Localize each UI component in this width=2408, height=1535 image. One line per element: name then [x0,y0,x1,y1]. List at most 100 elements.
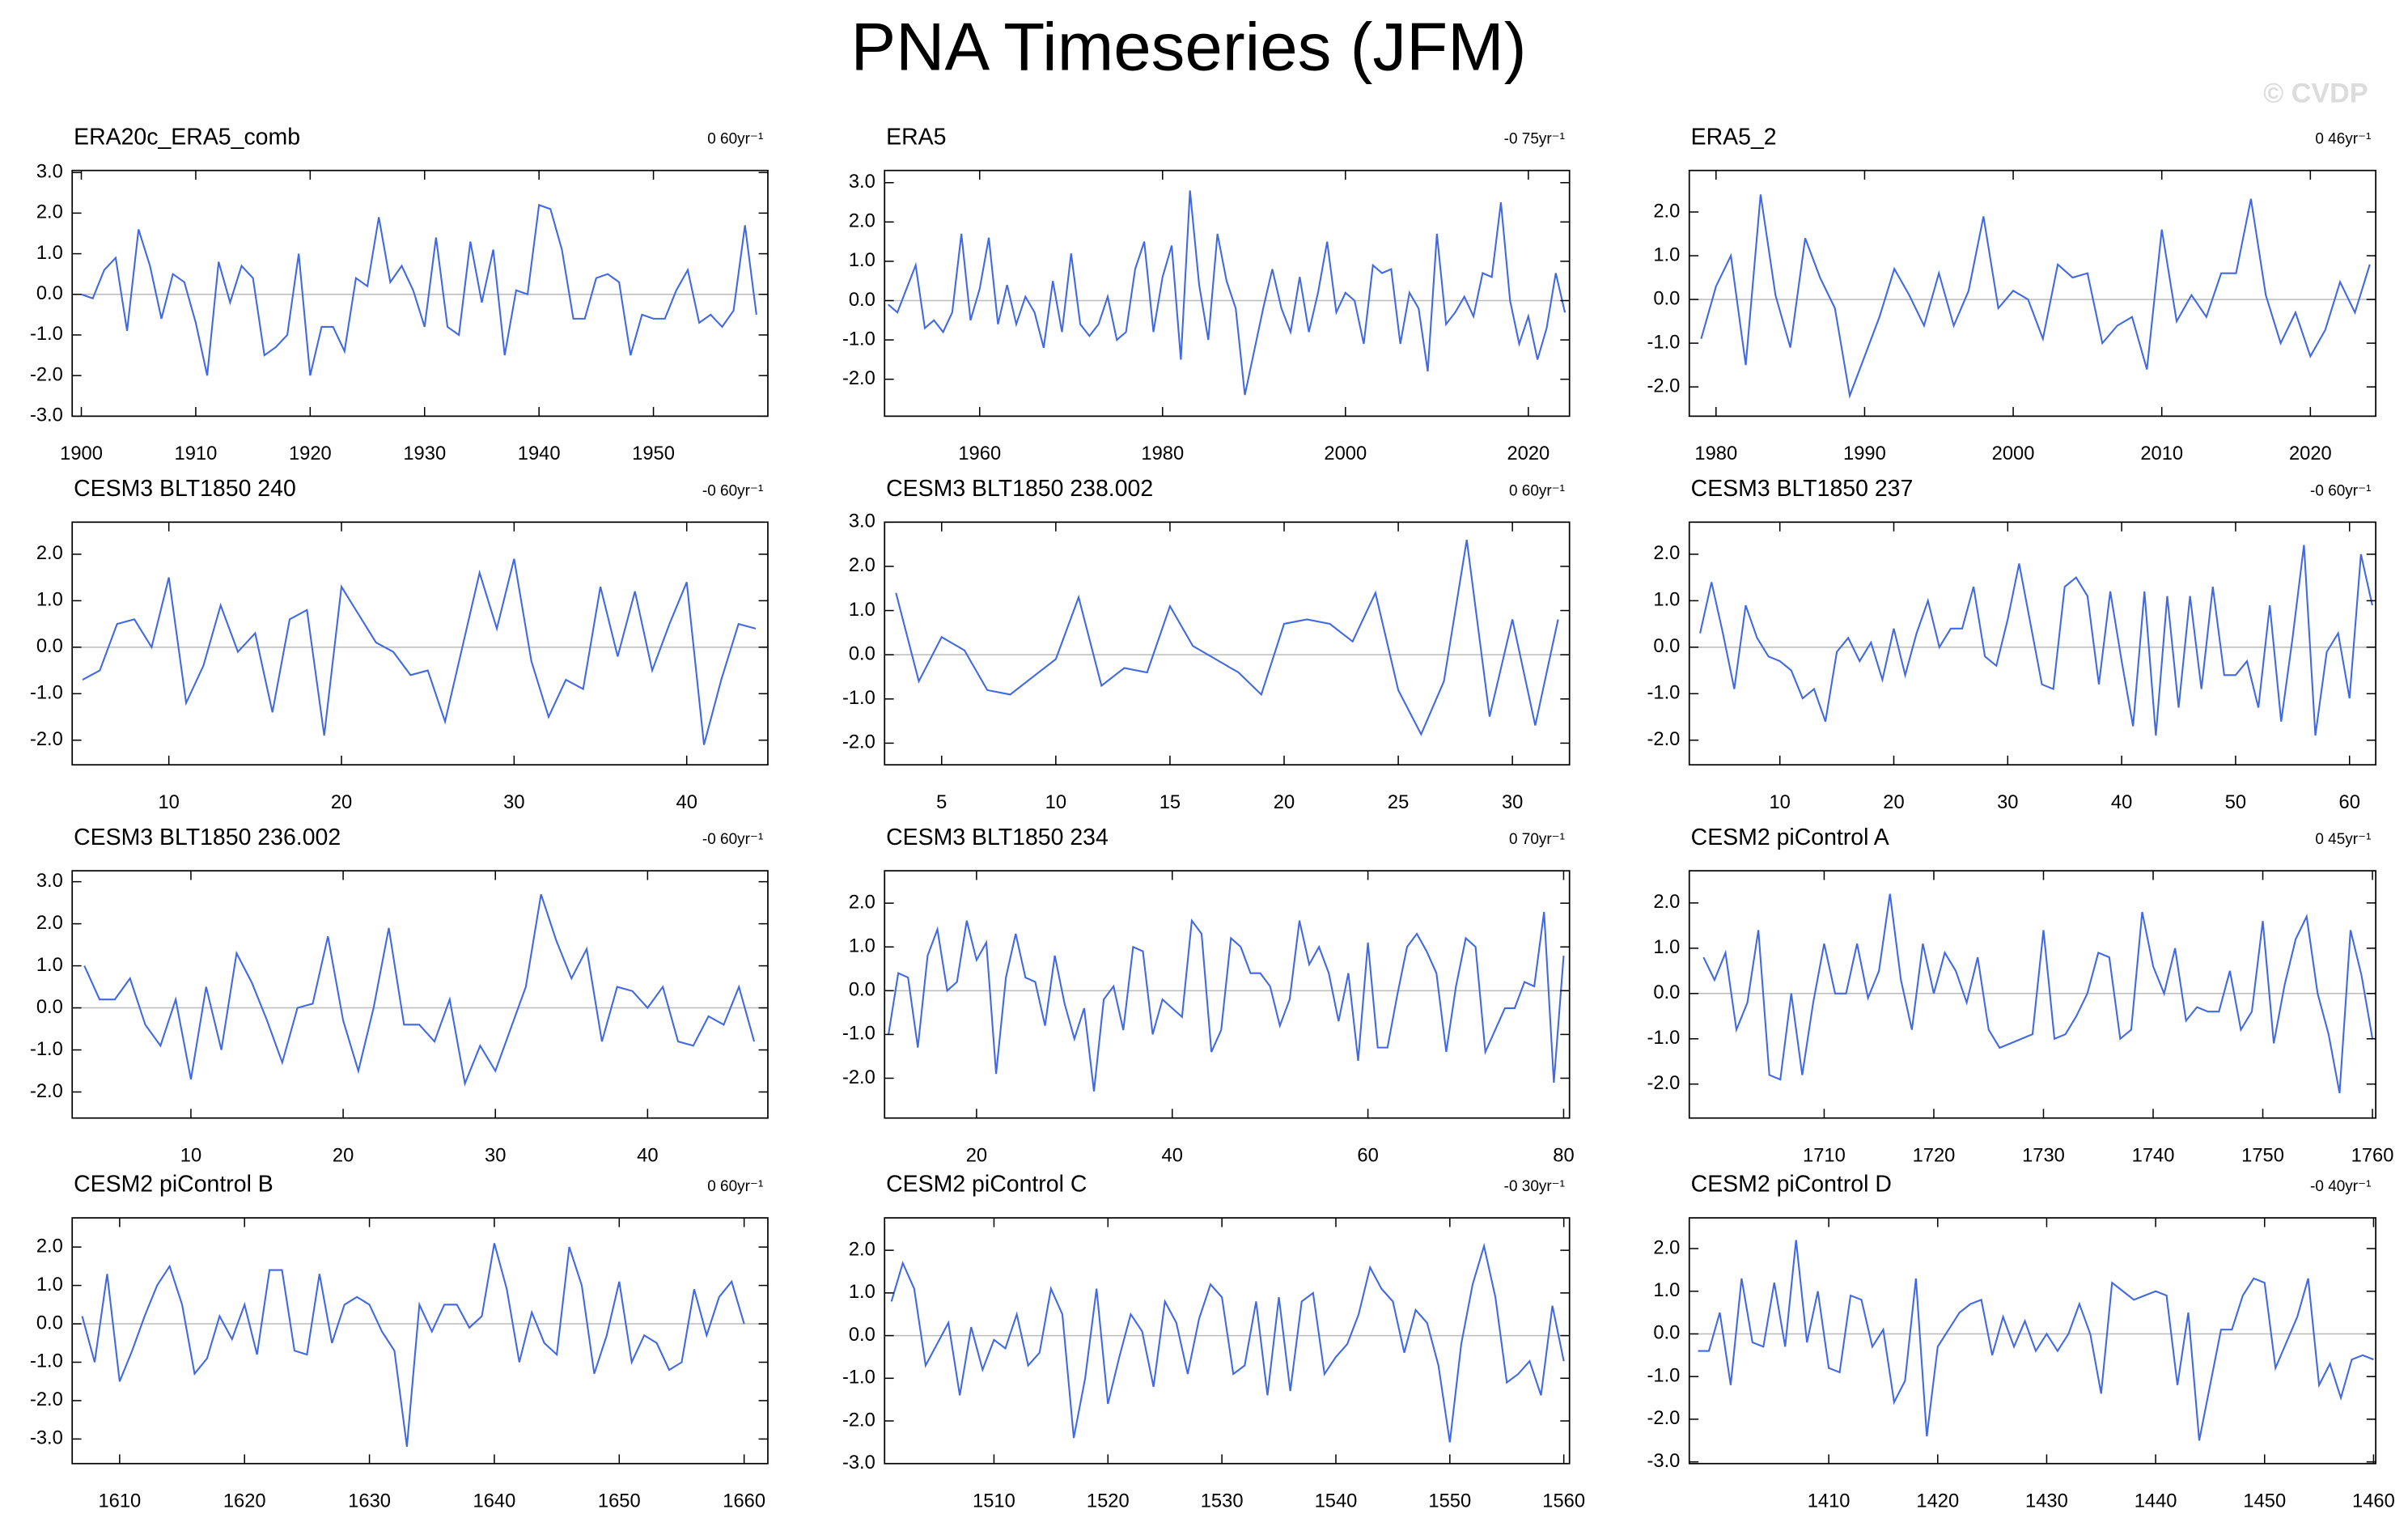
plot-frame [71,870,769,1119]
y-tick-label: 1.0 [849,936,875,957]
plot-frame [71,521,769,766]
panel-title: CESM3 BLT1850 237 [1691,476,1914,502]
x-tick-label: 1710 [1803,1145,1846,1166]
y-tick-label: -1.0 [842,1024,875,1045]
trend-label: 0 60yr⁻¹ [707,1178,763,1195]
y-tick-label: 1.0 [849,1282,875,1303]
y-tick-label: 2.0 [36,202,63,223]
x-tick-label: 1410 [1808,1490,1851,1512]
plot-frame [1688,521,2376,766]
x-tick-label: 40 [1162,1145,1183,1166]
x-tick-label: 30 [503,792,524,813]
panel-title: CESM3 BLT1850 234 [886,825,1109,850]
y-tick-label: -1.0 [842,329,875,350]
x-tick-label: 30 [485,1145,506,1166]
trend-label: -0 60yr⁻¹ [702,482,763,499]
y-tick-label: -1.0 [1647,683,1680,704]
plot-frame [884,1217,1571,1465]
y-tick-label: 0.0 [1653,288,1680,309]
series-line [81,203,757,376]
panel-title: CESM2 piControl B [74,1172,273,1198]
y-tick-label: 2.0 [849,211,875,232]
x-tick-label: 1510 [973,1490,1015,1512]
x-tick-label: 1460 [2352,1490,2395,1512]
x-tick-label: 1440 [2135,1490,2177,1512]
y-tick-label: 1.0 [1653,590,1680,611]
x-tick-label: 1640 [473,1490,516,1512]
y-tick-label: 1.0 [1653,244,1680,265]
x-tick-label: 1910 [175,443,218,464]
y-tick-label: -2.0 [30,1389,63,1410]
y-tick-label: 0.0 [36,283,63,304]
x-tick-label: 2010 [2140,443,2183,464]
y-tick-label: -3.0 [30,1428,63,1449]
x-tick-label: 2000 [1324,443,1367,464]
y-tick-label: -3.0 [1647,1451,1680,1472]
trend-label: 0 70yr⁻¹ [1509,831,1565,848]
y-tick-label: -2.0 [842,368,875,389]
y-tick-label: 2.0 [36,543,63,564]
x-tick-label: 2000 [1992,443,2035,464]
watermark: © CVDP [2263,78,2368,109]
y-tick-label: 0.0 [849,643,875,664]
y-tick-label: 0.0 [36,636,63,657]
y-tick-label: 1.0 [849,600,875,621]
trend-label: -0 40yr⁻¹ [2310,1178,2371,1195]
x-tick-label: 20 [966,1145,987,1166]
x-tick-label: 40 [676,792,697,813]
series-line [1700,194,2371,399]
plot-frame [71,169,769,418]
x-tick-label: 25 [1388,792,1409,813]
trend-label: -0 75yr⁻¹ [1504,131,1565,148]
x-tick-label: 30 [1502,792,1523,813]
x-tick-label: 1760 [2351,1145,2394,1166]
panel-title: CESM3 BLT1850 236.002 [74,825,341,850]
x-tick-label: 1720 [1913,1145,1956,1166]
y-tick-label: 1.0 [1653,937,1680,958]
series-line [895,539,1559,736]
y-tick-label: -2.0 [1647,375,1680,396]
x-tick-label: 15 [1159,792,1181,813]
x-tick-label: 2020 [1507,443,1550,464]
y-tick-label: -2.0 [1647,1073,1680,1094]
trend-label: 0 45yr⁻¹ [2315,831,2371,848]
figure-title: PNA Timeseries (JFM) [850,9,1526,85]
x-tick-label: 1530 [1201,1490,1244,1512]
x-tick-label: 1980 [1694,443,1737,464]
x-tick-label: 1430 [2025,1490,2068,1512]
x-tick-label: 30 [1997,792,2018,813]
trend-label: -0 60yr⁻¹ [702,831,763,848]
panel-title: ERA5_2 [1691,124,1777,150]
x-tick-label: 1960 [958,443,1001,464]
y-tick-label: 3.0 [36,161,63,182]
x-tick-label: 5 [936,792,947,813]
y-tick-label: 2.0 [1653,1237,1680,1258]
x-tick-label: 1650 [598,1490,641,1512]
x-tick-label: 40 [637,1145,658,1166]
y-tick-label: 0.0 [1653,1323,1680,1344]
panel-title: CESM2 piControl C [886,1172,1087,1198]
plot-frame [884,169,1571,418]
series-line [888,190,1566,396]
x-tick-label: 2020 [2289,443,2332,464]
panel-title: CESM3 BLT1850 238.002 [886,476,1153,502]
x-tick-label: 1660 [723,1490,765,1512]
y-tick-label: -1.0 [30,683,63,704]
x-tick-label: 20 [333,1145,354,1166]
series-line [82,558,757,745]
panel-title: CESM2 piControl A [1691,825,1889,850]
y-tick-label: 0.0 [36,1312,63,1334]
x-tick-label: 20 [331,792,352,813]
y-tick-label: -2.0 [30,1081,63,1102]
panel-title: ERA5 [886,124,946,150]
y-tick-label: -1.0 [1647,332,1680,353]
series-line [81,1243,745,1448]
trend-label: 0 60yr⁻¹ [707,131,763,148]
plot-frame [1688,1217,2376,1465]
x-tick-label: 1740 [2132,1145,2175,1166]
x-tick-label: 80 [1553,1145,1574,1166]
y-tick-label: -1.0 [30,1351,63,1372]
y-tick-label: -2.0 [842,1410,875,1431]
